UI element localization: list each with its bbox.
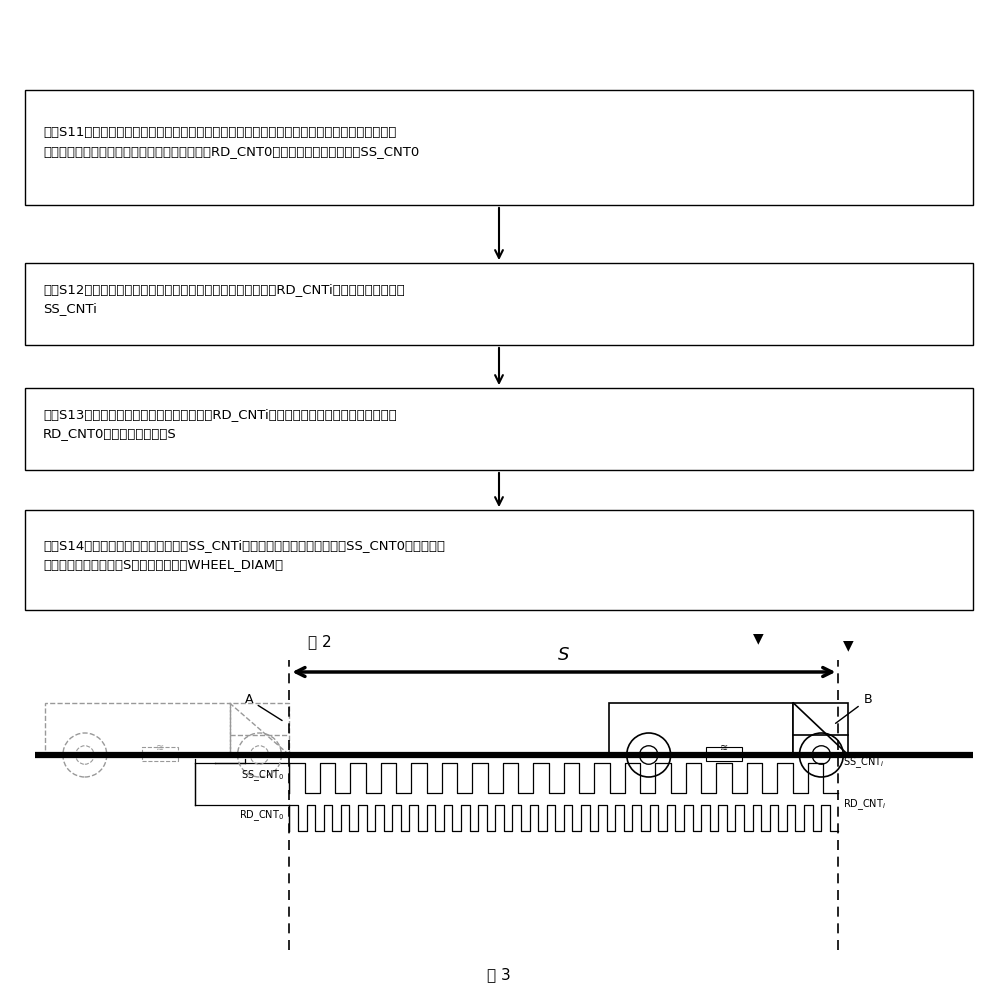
Text: ▼: ▼ [753,631,763,645]
Text: 步骤S12：列车行驶一定时间后，记录脉冲测距装置脉冲计数值RD_CNTi和速度计脉冲计数值
SS_CNTi: 步骤S12：列车行驶一定时间后，记录脉冲测距装置脉冲计数值RD_CNTi和速度计… [43,283,404,315]
Bar [25,90,973,205]
Text: RD_CNT$_0$: RD_CNT$_0$ [240,808,284,823]
Text: 步骤S13：根据所述脉冲测距装置脉冲计数值RD_CNTi和所述脉冲测距装置脉冲计数初始值
RD_CNT0获得累计行进距离S: 步骤S13：根据所述脉冲测距装置脉冲计数值RD_CNTi和所述脉冲测距装置脉冲计… [43,408,396,440]
Bar [706,747,742,761]
Bar [230,703,289,755]
Text: S: S [558,646,570,664]
Text: 图 3: 图 3 [487,968,511,982]
Text: 步骤S14：根据所述速度计脉冲计数值SS_CNTi和所述速度计脉冲计数初始值SS_CNT0两者之差、
以及所述累计行进距离S得出列车的轮径WHEEL_DIAM。: 步骤S14：根据所述速度计脉冲计数值SS_CNTi和所述速度计脉冲计数初始值SS… [43,539,445,571]
Text: ≋: ≋ [720,743,728,753]
Bar [45,703,230,755]
Text: SS_CNT$_0$: SS_CNT$_0$ [242,768,284,783]
Bar [25,388,973,470]
Text: 步骤S11：脉冲测距装置的计数器和速度计的计数器分别对脉冲测距装置脉冲和速度计脉冲计数，
开始计数时，记录脉冲测距装置脉冲计数初始值RD_CNT0和速度计脉冲计: 步骤S11：脉冲测距装置的计数器和速度计的计数器分别对脉冲测距装置脉冲和速度计脉… [43,126,419,158]
Text: A: A [245,693,282,721]
Text: 图 2: 图 2 [307,635,331,650]
Text: RD_CNT$_i$: RD_CNT$_i$ [843,798,886,812]
Bar [609,703,793,755]
Text: B: B [835,693,872,723]
Bar [25,263,973,345]
Text: ▼: ▼ [843,638,853,652]
Text: SS_CNT$_i$: SS_CNT$_i$ [843,756,884,770]
Bar [793,703,848,755]
Bar [25,510,973,610]
Bar [142,747,178,761]
Text: ≋: ≋ [156,743,164,753]
